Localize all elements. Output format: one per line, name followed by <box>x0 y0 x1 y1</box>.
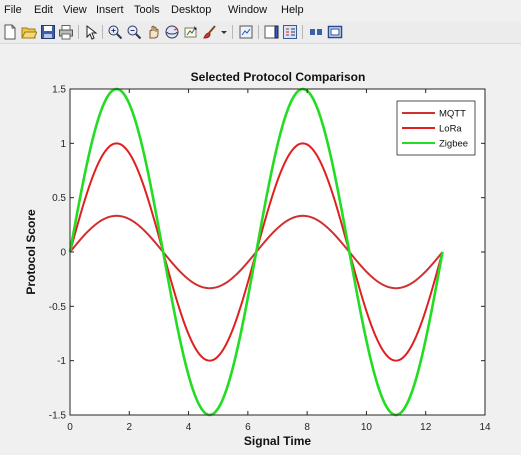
hide-plot-tools-icon[interactable] <box>308 24 324 40</box>
legend-label-mqtt: MQTT <box>439 109 466 120</box>
menu-desktop[interactable]: Desktop <box>171 4 212 16</box>
rotate-3d-icon[interactable] <box>164 24 180 40</box>
open-file-icon[interactable] <box>21 24 37 40</box>
print-icon[interactable] <box>58 24 74 40</box>
insert-colorbar-icon[interactable] <box>263 24 279 40</box>
protocol-chart[interactable]: Selected Protocol Comparison 0 2 4 6 8 10 12 14… <box>0 44 521 455</box>
brush-dropdown-icon[interactable] <box>220 24 228 40</box>
zoom-out-icon[interactable] <box>126 24 142 40</box>
y-tick-label: -1 <box>57 356 66 367</box>
zoom-in-icon[interactable] <box>107 24 123 40</box>
menu-tools[interactable]: Tools <box>134 4 160 16</box>
menu-file[interactable]: File <box>4 4 22 16</box>
new-figure-icon[interactable] <box>2 24 18 40</box>
y-tick-label: 1.5 <box>52 85 66 96</box>
x-tick-label: 12 <box>420 422 432 433</box>
x-axis-label: Signal Time <box>244 434 311 448</box>
x-tick-label: 8 <box>304 422 310 433</box>
x-tick-label: 10 <box>361 422 373 433</box>
y-axis-label: Protocol Score <box>24 209 38 295</box>
series-line-zigbee[interactable] <box>68 87 444 417</box>
menu-bar: File Edit View Insert Tools Desktop Wind… <box>0 0 521 20</box>
pan-icon[interactable] <box>145 24 161 40</box>
edit-plot-icon[interactable] <box>83 24 99 40</box>
y-tick-label: -0.5 <box>49 302 67 313</box>
y-tick-label: 0.5 <box>52 193 66 204</box>
menu-view[interactable]: View <box>63 4 87 16</box>
save-icon[interactable] <box>40 24 56 40</box>
chart-title: Selected Protocol Comparison <box>191 70 366 84</box>
y-tick-label: -1.5 <box>49 411 67 422</box>
x-tick-label: 6 <box>245 422 251 433</box>
menu-help[interactable]: Help <box>281 4 304 16</box>
x-tick-label: 4 <box>186 422 192 433</box>
y-tick-label: 0 <box>60 248 66 259</box>
x-tick-label: 0 <box>67 422 73 433</box>
x-tick-label: 2 <box>127 422 133 433</box>
figure-area: Selected Protocol Comparison 0 2 4 6 8 10 12 14… <box>0 44 521 455</box>
menu-window[interactable]: Window <box>228 4 268 16</box>
y-tick-label: 1 <box>60 139 66 150</box>
figure-toolbar <box>0 21 521 44</box>
link-plot-icon[interactable] <box>238 24 254 40</box>
legend-label-lora: LoRa <box>439 124 462 135</box>
show-plot-tools-icon[interactable] <box>327 24 343 40</box>
menu-edit[interactable]: Edit <box>34 4 53 16</box>
legend-label-zigbee: Zigbee <box>439 139 468 150</box>
chart-legend[interactable]: MQTT LoRa Zigbee <box>396 100 476 156</box>
brush-icon[interactable] <box>202 24 218 40</box>
data-cursor-icon[interactable] <box>183 24 199 40</box>
insert-legend-icon[interactable] <box>282 24 298 40</box>
x-tick-label: 14 <box>479 422 491 433</box>
menu-insert[interactable]: Insert <box>96 4 124 16</box>
